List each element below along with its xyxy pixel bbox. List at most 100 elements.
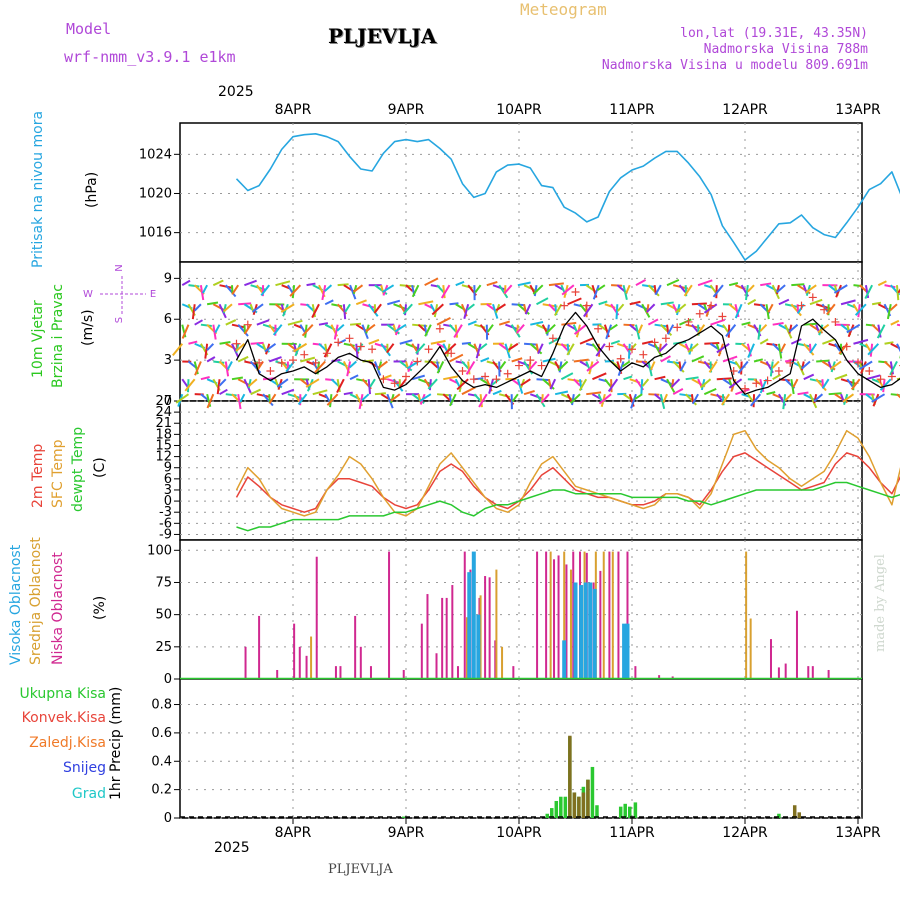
wind-arrow (214, 324, 221, 334)
wind-arrow (803, 373, 815, 381)
wind-arrow (567, 297, 582, 306)
precip-ytick-label: 0.2 (151, 783, 172, 798)
wind-arrow (333, 324, 339, 340)
wind-arrow (703, 387, 717, 396)
wind-arrow (840, 299, 856, 306)
wind-arrow (635, 278, 647, 287)
wind-arrow (782, 394, 787, 410)
pressure-ytick-label: 1016 (139, 226, 172, 241)
wind-arrow (505, 323, 518, 331)
mid-cloud-bar (563, 551, 566, 679)
wind-arrow (737, 360, 749, 374)
wind-arrow (641, 378, 650, 387)
wind-arrow (611, 284, 623, 287)
wind-arrow (436, 342, 446, 349)
pressure-line (235, 133, 900, 261)
wind-gust-mark (684, 317, 693, 326)
wind-arrow (691, 393, 699, 405)
total-rain-bar (777, 813, 781, 818)
cloud-ytick-label: 50 (155, 608, 172, 623)
wind-arrow (175, 393, 190, 404)
model-label: Model (66, 20, 112, 38)
wind-arrow (417, 323, 426, 332)
wind-arrow (306, 282, 316, 287)
wind-arrow (850, 378, 861, 391)
wind-arrow (635, 360, 647, 364)
x-tick-label-top: 12APR (722, 102, 768, 118)
wind-arrow (399, 339, 413, 345)
temperature-ytick-label: -6 (159, 516, 172, 531)
low-cloud-bar (565, 564, 568, 679)
wind-arrow (658, 343, 668, 353)
wind-arrow (703, 360, 711, 370)
wind-arrow (708, 360, 718, 373)
wind-arrow (419, 393, 432, 402)
wind-arrow (289, 284, 302, 297)
wind-arrow (225, 319, 237, 326)
meteogram-title: Meteogram (520, 0, 607, 19)
wind-gust-mark (402, 372, 410, 381)
temperature-ytick-label: 18 (155, 427, 172, 442)
low-cloud-bar (488, 577, 491, 679)
wind-gust-mark (345, 334, 354, 343)
wind-arrow (529, 393, 543, 400)
wind-arrow (428, 379, 432, 391)
wind-arrow (453, 324, 463, 339)
mid-cloud-bar (602, 551, 605, 679)
wind-arrow (336, 323, 345, 332)
low-cloud-bar (315, 556, 318, 679)
wind-arrow (456, 378, 469, 391)
wind-arrow (605, 324, 613, 340)
wind-arrow (262, 393, 274, 407)
low-cloud-bar (557, 555, 560, 679)
low-cloud-bar (456, 666, 459, 679)
wind-arrow (411, 343, 418, 352)
wind-arrow (548, 282, 564, 287)
wind-arrow (218, 378, 227, 387)
wind-arrow (834, 343, 841, 352)
wind-arrow (387, 378, 401, 384)
high-cloud-bar (573, 582, 578, 679)
wind-arrow (759, 378, 768, 394)
x-tick-label-bottom: 10APR (496, 825, 542, 841)
wind-gust-mark (458, 367, 467, 376)
temperature-ytick-label: -9 (159, 527, 172, 542)
x-tick-label-bottom: 13APR (835, 825, 881, 841)
wind-arrow (598, 393, 612, 405)
legend-hail: Grad (71, 786, 106, 802)
wind-arrow (386, 343, 395, 354)
wind-arrow (216, 379, 221, 395)
wind-arrow (466, 303, 475, 311)
wind-arrow (809, 393, 818, 409)
wind-gust-mark (548, 334, 557, 343)
wind-arrow (449, 302, 459, 306)
wind-arrow (226, 361, 233, 370)
wind-arrow (561, 321, 577, 326)
cloud-ytick-label: 0 (164, 672, 172, 687)
wind-gust-mark (334, 338, 343, 347)
low-cloud-bar (811, 666, 814, 679)
low-cloud-bar (807, 666, 810, 679)
wind-arrow (243, 378, 252, 394)
wind-arrow (274, 303, 284, 311)
high-cloud-bar (592, 588, 597, 679)
wind-arrow (454, 324, 459, 338)
wind-arrow (516, 378, 524, 394)
high-cloud-bar (476, 614, 481, 679)
wind-arrow (617, 361, 625, 376)
wind-arrow (753, 303, 766, 307)
wind-arrow (821, 378, 830, 389)
wind-arrow (416, 343, 420, 355)
wind-arrow (398, 378, 407, 389)
wind-arrow (212, 279, 224, 287)
wind-arrow (380, 343, 391, 357)
wind-arrow (467, 361, 471, 375)
wind-arrow (442, 285, 446, 299)
wind-arrow (864, 284, 874, 299)
wind-arrow (536, 297, 549, 306)
wind-arrow (728, 282, 739, 287)
wind-arrow (790, 338, 802, 345)
wind-arrow (427, 378, 438, 390)
wind-arrow (181, 279, 191, 287)
